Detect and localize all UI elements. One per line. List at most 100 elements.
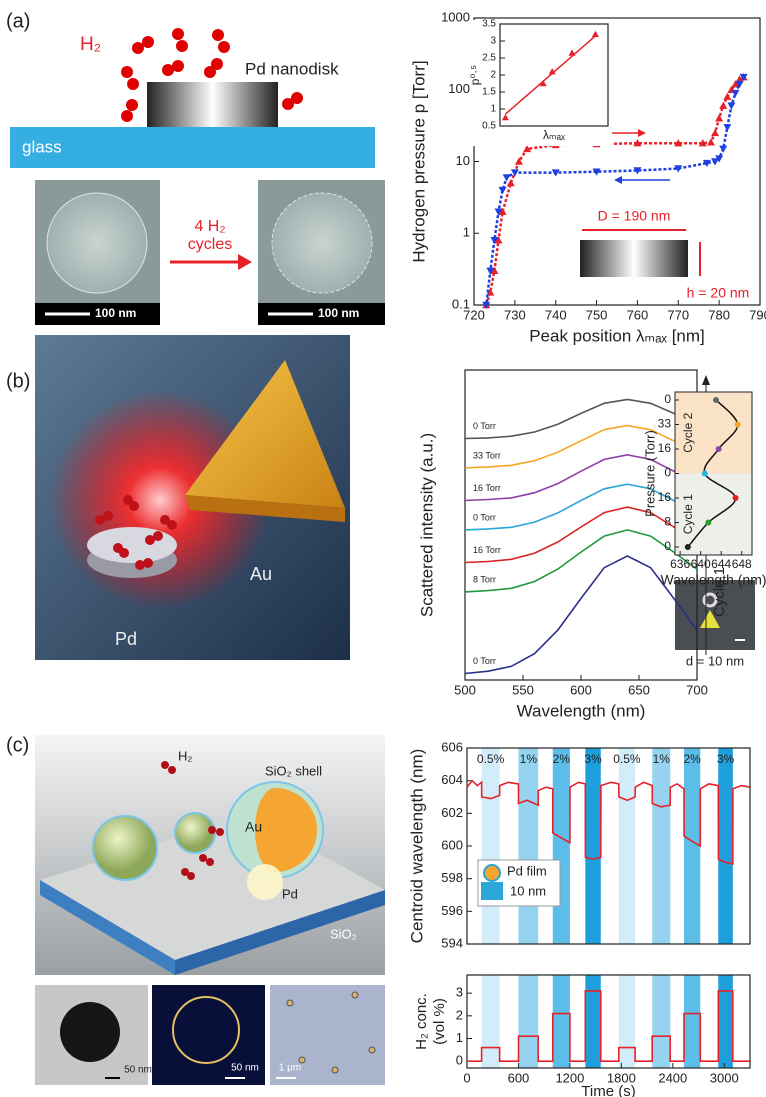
- scale-label: 50 nm: [231, 1063, 259, 1074]
- panel-label: (a): [6, 10, 30, 32]
- x-tick-label: 720: [463, 307, 485, 322]
- pd-glow: [247, 864, 283, 900]
- cycles-label: cycles: [188, 236, 232, 253]
- marker: [490, 237, 499, 245]
- particles: [286, 991, 376, 1074]
- pd-disk: [87, 527, 177, 563]
- sem-disk: [271, 192, 373, 294]
- arrow-head: [238, 254, 252, 270]
- glass: [10, 127, 375, 168]
- y-tick-label: 1: [463, 225, 470, 240]
- marker: [490, 266, 499, 274]
- x-tick-label: 770: [667, 307, 689, 322]
- marker: [502, 174, 511, 182]
- x-tick-label: 730: [504, 307, 526, 322]
- x-tick-label: 0: [463, 1070, 470, 1085]
- band: [518, 975, 539, 1068]
- sphere: [92, 815, 158, 881]
- legend-icon: [483, 864, 501, 882]
- y-tick-label: 1: [490, 104, 496, 115]
- y-tick-label: 16: [658, 490, 672, 504]
- y-tick-label: 602: [441, 805, 463, 820]
- au-side: [185, 495, 345, 522]
- annotation: h = 20 nm: [687, 285, 750, 301]
- fit-line: [504, 35, 596, 115]
- legend-label: Pd film: [507, 863, 547, 878]
- y-axis-label: (vol %): [431, 998, 448, 1045]
- sem-pd: [702, 592, 718, 608]
- y-axis-label: Pressure (Torr): [642, 430, 657, 517]
- eds-image: [152, 985, 265, 1085]
- tem-particle: [60, 1002, 120, 1062]
- marker: [510, 169, 519, 177]
- scale-label: 1 μm: [279, 1063, 301, 1074]
- y-tick-label: 596: [441, 903, 463, 918]
- x-tick-label: 644: [711, 557, 731, 571]
- series-line: [464, 424, 698, 469]
- y-tick-label: 0.1: [452, 296, 470, 311]
- h2-molecules: [95, 495, 177, 570]
- marker: [715, 114, 724, 122]
- x-tick-label: 700: [686, 682, 708, 697]
- marker: [735, 80, 744, 89]
- y-tick-label: 2.5: [482, 53, 496, 64]
- annotation: D = 190 nm: [598, 208, 671, 224]
- eds-shell: [172, 996, 240, 1064]
- arrow-head: [614, 176, 622, 184]
- cycles-label: 4 H₂: [194, 218, 225, 235]
- y-tick-label: 600: [441, 837, 463, 852]
- arrow-head: [638, 129, 646, 137]
- shell-label: SiO₂ shell: [265, 763, 322, 778]
- cycle-label: Cycle 1: [681, 494, 695, 534]
- x-tick-label: 500: [454, 682, 476, 697]
- series-line: [464, 483, 698, 531]
- y-axis-label: p⁰·⁵: [468, 65, 482, 85]
- plot-frame: [473, 17, 761, 306]
- disk-sketch: [580, 240, 688, 277]
- x-tick-label: 3000: [710, 1070, 739, 1085]
- band-label: 0.5%: [477, 752, 505, 766]
- series-line: [464, 555, 698, 675]
- x-axis-label: Peak position λₘₐₓ [nm]: [529, 326, 705, 345]
- band-label: 1%: [520, 752, 538, 766]
- band-label: 3%: [717, 752, 735, 766]
- band: [481, 975, 500, 1068]
- y-tick-label: 1.5: [482, 87, 496, 98]
- marker: [548, 68, 556, 75]
- marker: [568, 49, 576, 56]
- marker: [591, 30, 599, 37]
- x-tick-label: 2400: [658, 1070, 687, 1085]
- series-line: [485, 75, 745, 306]
- series-label: 0 Torr: [473, 656, 496, 666]
- point: [732, 495, 739, 501]
- band-label: 0.5%: [613, 752, 641, 766]
- y-tick-label: 3.5: [482, 19, 496, 30]
- series-label: 33 Torr: [473, 450, 501, 460]
- y-tick-label: 3: [456, 985, 463, 1000]
- x-tick-label: 650: [628, 682, 650, 697]
- x-tick-label: 760: [627, 307, 649, 322]
- marker: [715, 155, 724, 163]
- y-tick-label: 33: [658, 417, 672, 431]
- band-label: 2%: [683, 752, 701, 766]
- y-axis-label: Scattered intensity (a.u.): [417, 433, 436, 617]
- h2-molecules: [121, 28, 303, 122]
- series-label: 0 Torr: [473, 421, 496, 431]
- scale-bar-bg: [258, 303, 385, 325]
- marker: [674, 165, 683, 173]
- marker: [498, 207, 507, 215]
- x-tick-label: 750: [586, 307, 608, 322]
- band: [683, 748, 701, 944]
- marker: [719, 145, 728, 153]
- band: [683, 975, 701, 1068]
- y-tick-label: 606: [441, 739, 463, 754]
- band: [552, 975, 570, 1068]
- au-label: Au: [250, 564, 272, 584]
- y-tick-label: 1000: [441, 9, 470, 24]
- marker: [514, 157, 523, 165]
- y-tick-label: 2: [456, 1007, 463, 1022]
- point: [705, 519, 712, 526]
- nanodisk: [147, 82, 278, 127]
- marker: [523, 144, 532, 153]
- band: [481, 748, 500, 944]
